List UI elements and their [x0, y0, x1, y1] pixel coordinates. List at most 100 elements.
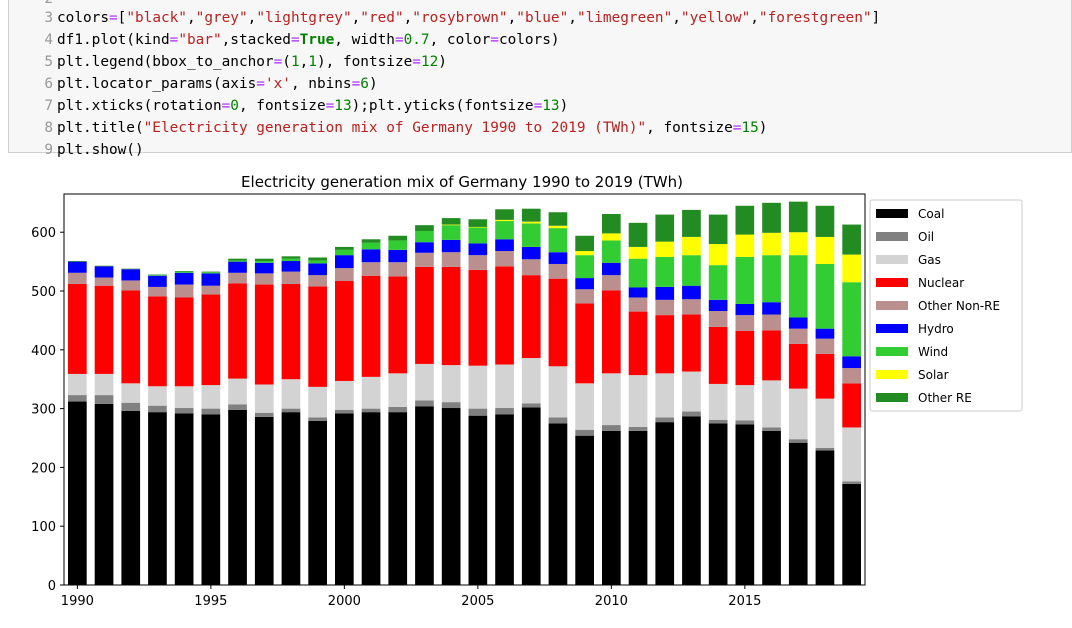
y-tick-label: 100 — [31, 520, 56, 535]
bar-segment — [94, 277, 114, 286]
bar-segment — [521, 246, 541, 260]
bar-segment — [441, 224, 461, 226]
bar-segment — [548, 228, 568, 253]
bar-segment — [548, 225, 568, 229]
bar-segment — [548, 252, 568, 264]
bar-segment — [254, 261, 274, 263]
legend-swatch — [876, 209, 908, 218]
bar-segment — [815, 398, 835, 448]
bar-segment — [735, 315, 755, 331]
bar-segment — [495, 408, 514, 415]
bar-segment — [148, 275, 167, 287]
code-token: ) — [559, 98, 569, 114]
code-token: , — [247, 10, 257, 26]
x-axis: 1990 1995 2000 2005 2010 2015 — [61, 585, 761, 609]
bar-segment — [121, 280, 141, 291]
bar-segment — [628, 287, 648, 298]
code-line: 3 colors=["black","grey","lightgrey","red… — [9, 7, 880, 29]
code-token: 0 — [230, 98, 239, 114]
code-token: plt.title( — [57, 120, 144, 136]
legend-swatch — [876, 347, 908, 356]
code-cell[interactable]: 23colors=["black","grey","lightgrey","re… — [8, 0, 1072, 158]
bar-segment — [228, 404, 247, 410]
bar-segment — [335, 268, 354, 282]
bar-segment — [468, 243, 488, 256]
bar-segment — [548, 366, 568, 418]
bar-segment — [815, 353, 835, 399]
bar-segment — [361, 376, 381, 409]
bar-segment — [308, 417, 327, 421]
bar-segment — [254, 258, 274, 262]
code-line: 5 plt.legend(bbox_to_anchor=(1,1), fontsi… — [9, 51, 447, 73]
bar-segment — [441, 252, 461, 267]
bar-segment — [94, 266, 114, 278]
bar-segment — [174, 386, 194, 409]
bars-group — [68, 201, 861, 585]
bar-segment — [521, 259, 541, 276]
code-line: 4 df1.plot(kind="bar",stacked=True, width… — [9, 29, 560, 51]
bar-segment — [815, 236, 835, 264]
bar-segment — [335, 409, 354, 414]
x-tick-label: 2010 — [595, 594, 628, 609]
code-token: = — [533, 98, 543, 114]
code-token: "grey" — [195, 10, 248, 26]
bar-segment — [602, 233, 621, 241]
bar-segment — [495, 266, 514, 365]
bar-segment — [575, 255, 594, 279]
bar-segment — [521, 223, 541, 247]
bar-segment — [148, 286, 167, 297]
code-text: plt.legend(bbox_to_anchor=(1,1), fontsiz… — [57, 54, 447, 70]
bar-segment — [762, 314, 781, 331]
bar-segment — [68, 272, 87, 284]
code-token: = — [394, 32, 404, 48]
legend-label: Gas — [918, 253, 941, 267]
bar-segment — [148, 275, 167, 276]
bar-segment — [148, 274, 167, 276]
bar-segment — [174, 408, 194, 414]
bar-segment — [602, 240, 621, 263]
code-token: colors) — [498, 32, 560, 48]
bar-segment — [388, 235, 408, 241]
bar-segment — [682, 299, 701, 315]
bar-segment — [708, 299, 728, 311]
bar-segment — [308, 386, 327, 418]
bar-segment — [682, 416, 701, 585]
bar-segment — [228, 261, 247, 273]
bar-segment — [468, 226, 488, 228]
bar-segment — [415, 266, 434, 364]
code-token: "Electricity generation mix of Germany 1… — [143, 120, 647, 136]
legend-label: Solar — [918, 368, 949, 382]
code-token: );plt.yticks(fontsize — [351, 98, 534, 114]
code-token: plt.legend(bbox_to_anchor — [57, 54, 274, 70]
code-token: = — [169, 32, 179, 48]
bar-segment — [228, 283, 247, 379]
code-token: plt.locator_params(axis — [57, 76, 257, 92]
bar-segment — [121, 268, 141, 270]
bar-segment — [815, 450, 835, 585]
bar-segment — [254, 384, 274, 413]
code-token: "bar" — [178, 32, 222, 48]
code-token: , — [299, 54, 309, 70]
bar-segment — [201, 272, 221, 274]
code-line: 7 plt.xticks(rotation=0, fontsize=13);plt… — [9, 95, 568, 117]
bar-segment — [708, 265, 728, 300]
legend-swatch — [876, 324, 908, 333]
x-tick-label: 1990 — [61, 594, 94, 609]
bar-segment — [335, 281, 354, 381]
bar-segment — [788, 439, 808, 443]
bar-segment — [121, 402, 141, 411]
bar-segment — [94, 265, 114, 267]
bar-segment — [281, 408, 301, 413]
code-token: "blue" — [516, 10, 569, 26]
bar-segment — [815, 338, 835, 354]
legend-label: Hydro — [918, 322, 954, 336]
bar-segment — [201, 285, 221, 295]
bar-segment — [602, 430, 621, 585]
bar-segment — [201, 408, 221, 415]
bar-segment — [655, 299, 675, 316]
code-token: , — [750, 10, 759, 26]
code-token: = — [221, 98, 231, 114]
bar-segment — [735, 331, 755, 386]
bar-segment — [628, 311, 648, 376]
bar-segment — [655, 256, 675, 287]
